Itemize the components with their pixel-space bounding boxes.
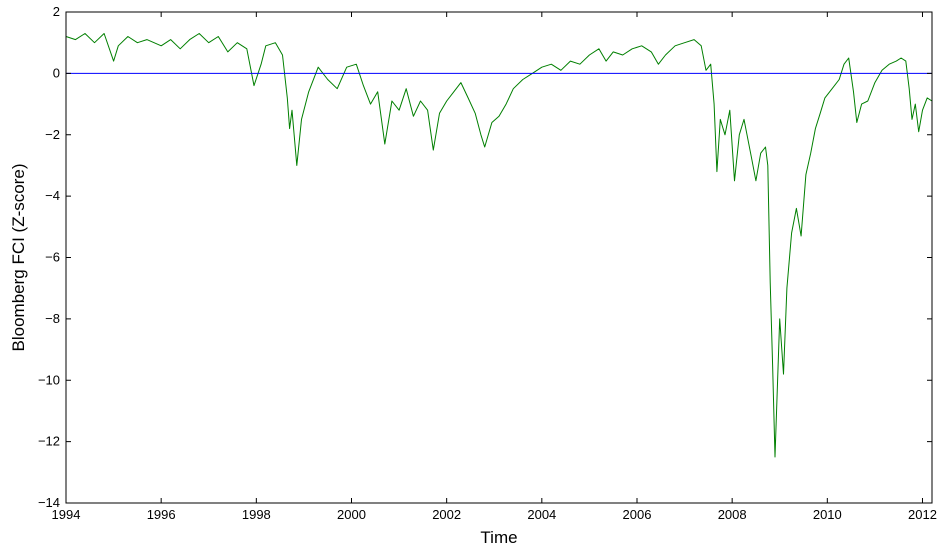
plot-area <box>65 33 933 458</box>
x-tick-label: 2000 <box>337 507 366 522</box>
x-tick-label: 2004 <box>527 507 556 522</box>
y-tick-label: 2 <box>53 4 60 19</box>
x-tick-label: 2002 <box>432 507 461 522</box>
x-tick-label: 1994 <box>52 507 81 522</box>
y-axis-title: Bloomberg FCI (Z-score) <box>9 164 28 352</box>
y-tick-label: −10 <box>38 372 60 387</box>
x-tick-label: 2012 <box>908 507 937 522</box>
x-tick-label: 2006 <box>623 507 652 522</box>
y-tick-label: −8 <box>45 311 60 326</box>
x-tick-label: 2010 <box>813 507 842 522</box>
series-line-0 <box>65 33 933 458</box>
x-axis-title: Time <box>480 528 517 547</box>
y-tick-label: −2 <box>45 127 60 142</box>
x-tick-label: 1998 <box>242 507 271 522</box>
x-tick-label: 2008 <box>718 507 747 522</box>
y-tick-label: −14 <box>38 495 60 510</box>
x-tick-label: 1996 <box>147 507 176 522</box>
y-tick-label: −6 <box>45 250 60 265</box>
y-tick-label: −4 <box>45 188 60 203</box>
y-tick-label: 0 <box>53 65 60 80</box>
axes: 1994 1996 1998 2000 2002 2004 2006 2008 2010 2012… <box>38 4 937 522</box>
plot-frame <box>65 11 933 504</box>
y-tick-label: −12 <box>38 434 60 449</box>
